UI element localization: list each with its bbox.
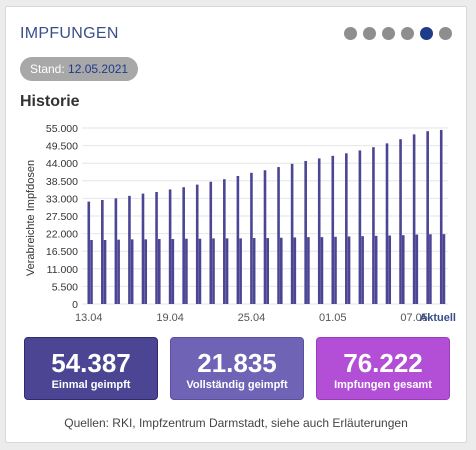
bar-series-2 — [266, 238, 270, 304]
bar-series-1 — [250, 172, 253, 304]
y-tick-label: 33.000 — [46, 193, 78, 205]
section-title: Historie — [20, 93, 80, 110]
y-tick-label: 0 — [72, 299, 78, 311]
x-tick-label: 25.04 — [238, 312, 266, 324]
bar-series-2 — [103, 240, 107, 304]
bar-series-1 — [399, 139, 402, 304]
x-tick-label: 07.05 — [400, 312, 428, 324]
sources-text: Quellen: RKI, Impfzentrum Darmstadt, sie… — [64, 416, 408, 430]
bar-series-2 — [374, 235, 378, 304]
bar-series-1 — [114, 198, 118, 304]
bar-series-2 — [320, 237, 324, 304]
bar-series-1 — [128, 195, 131, 304]
pagination-dot-1[interactable] — [344, 27, 357, 40]
x-tick-label: 01.05 — [319, 312, 347, 324]
bar-series-2 — [388, 235, 392, 304]
y-tick-label: 11.000 — [47, 264, 78, 276]
y-axis-label: Verabreichte Impfdosen — [25, 160, 37, 276]
bar-series-2 — [279, 237, 283, 304]
pagination-dot-5[interactable] — [420, 27, 433, 40]
bar-series-2 — [293, 237, 297, 304]
stat-label: Einmal geimpft — [51, 379, 131, 391]
bar-series-2 — [90, 240, 93, 304]
bar-series-1 — [317, 158, 321, 304]
bar-series-1 — [155, 192, 158, 304]
pagination-dot-3[interactable] — [382, 27, 395, 40]
bar-series-2 — [361, 236, 364, 304]
bar-series-2 — [157, 239, 161, 304]
bar-series-1 — [141, 193, 145, 304]
bar-series-2 — [239, 238, 242, 304]
y-tick-label: 27.500 — [46, 211, 78, 223]
bar-series-1 — [358, 150, 362, 304]
bar-series-1 — [304, 160, 307, 304]
bar-series-1 — [372, 147, 375, 304]
bar-series-1 — [385, 143, 389, 304]
bar-series-2 — [185, 238, 188, 304]
bar-series-2 — [429, 234, 432, 304]
bar-series-2 — [130, 239, 134, 304]
bar-series-1 — [277, 167, 280, 304]
x-tick-label: Aktuell — [419, 312, 456, 324]
stat-impfungen-gesamt: 76.222 Impfungen gesamt — [316, 337, 450, 400]
bar-series-2 — [144, 239, 148, 304]
y-tick-label: 44.000 — [46, 158, 78, 170]
stand-label: Stand: — [30, 62, 65, 76]
pagination-dot-6[interactable] — [439, 27, 452, 40]
y-tick-label: 49.500 — [46, 141, 78, 153]
bar-series-1 — [331, 155, 335, 304]
bar-series-1 — [182, 187, 185, 304]
pagination-dot-4[interactable] — [401, 27, 414, 40]
x-tick-label: 19.04 — [156, 312, 184, 324]
bar-series-1 — [195, 184, 199, 304]
bar-series-1 — [168, 189, 172, 304]
bar-series-1 — [345, 153, 348, 304]
bar-series-2 — [171, 239, 175, 304]
stat-label: Vollständig geimpft — [186, 379, 288, 391]
stand-badge: Stand: 12.05.2021 — [20, 57, 139, 81]
stat-label: Impfungen gesamt — [334, 379, 432, 391]
bar-series-2 — [334, 236, 337, 304]
stat-value: 21.835 — [197, 348, 277, 378]
bar-series-2 — [415, 234, 419, 304]
stat-value: 76.222 — [343, 348, 423, 378]
bar-series-2 — [307, 237, 310, 304]
bar-series-1 — [263, 170, 267, 304]
bar-series-1 — [223, 179, 226, 304]
bar-series-2 — [252, 238, 256, 304]
bar-series-2 — [401, 235, 405, 304]
stat-einmal-geimpft: 54.387 Einmal geimpft — [24, 337, 158, 400]
bar-series-2 — [198, 238, 202, 304]
bar-series-1 — [209, 181, 213, 304]
stat-value: 54.387 — [51, 348, 131, 378]
x-tick-label: 13.04 — [75, 312, 103, 324]
bar-series-1 — [87, 201, 91, 304]
bar-series-1 — [101, 200, 104, 304]
stat-vollstaendig-geimpft: 21.835 Vollständig geimpft — [170, 337, 304, 400]
bar-series-2 — [442, 234, 446, 304]
bar-series-2 — [225, 238, 229, 304]
bar-series-2 — [347, 236, 351, 304]
bar-series-2 — [212, 238, 215, 304]
bar-series-1 — [439, 129, 443, 304]
pagination-dots — [344, 27, 452, 40]
bar-series-1 — [290, 163, 294, 304]
card-title: IMPFUNGEN — [20, 25, 119, 42]
stand-date: 12.05.2021 — [68, 62, 129, 76]
bar-series-1 — [236, 176, 240, 304]
y-tick-label: 16.500 — [46, 246, 78, 258]
bar-series-2 — [117, 239, 120, 304]
y-tick-label: 38.500 — [46, 176, 78, 188]
history-chart: 0 5.500 11.000 16.500 22.000 27.500 33.000 38.5… — [25, 123, 456, 324]
pagination-dot-2[interactable] — [363, 27, 376, 40]
bar-series-1 — [426, 131, 429, 304]
y-tick-label: 5.500 — [52, 281, 78, 293]
y-tick-label: 22.000 — [46, 229, 78, 241]
y-tick-label: 55.000 — [46, 123, 78, 135]
bar-series-1 — [412, 134, 416, 304]
vaccination-card: IMPFUNGEN Stand: 12.05.2021 Historie 0 5.… — [5, 6, 467, 443]
